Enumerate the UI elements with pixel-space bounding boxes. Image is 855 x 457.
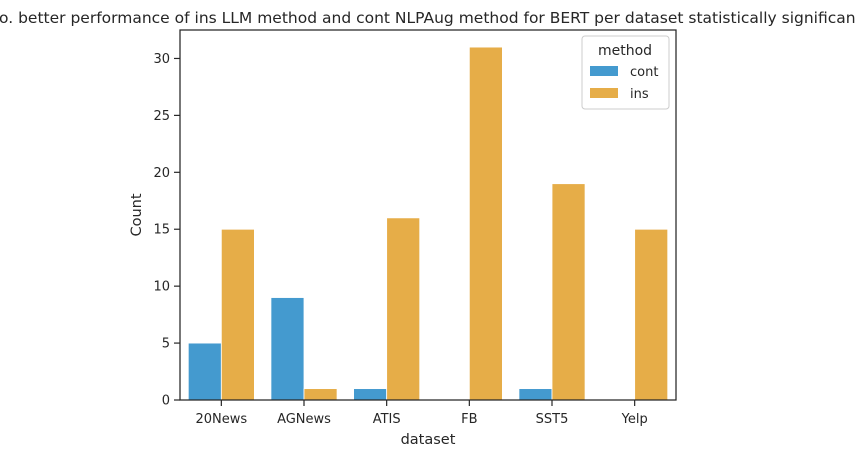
bar-ins-SST5	[551, 183, 586, 401]
y-tick-label: 10	[153, 280, 170, 295]
x-axis-label: dataset	[401, 432, 456, 448]
bar-cont-SST5	[518, 388, 553, 401]
y-tick-label: 20	[153, 166, 170, 181]
bar-ins-20News	[220, 228, 255, 401]
bar-ins-Yelp	[634, 228, 669, 401]
legend-title: method	[598, 43, 652, 59]
legend: method cont ins	[581, 35, 670, 110]
chart-title: No. better performance of ins LLM method…	[0, 9, 855, 27]
x-axis: 20News AGNews ATIS FB SST5 Yelp	[195, 400, 648, 427]
y-axis-label: Count	[129, 193, 145, 236]
legend-label-ins: ins	[630, 87, 649, 102]
x-tick-label: Yelp	[621, 412, 648, 427]
y-tick-label: 15	[153, 223, 170, 238]
y-tick-label: 25	[153, 109, 170, 124]
y-tick-label: 0	[162, 394, 170, 409]
legend-swatch-ins	[590, 88, 618, 98]
y-tick-label: 5	[162, 337, 170, 352]
bar-cont-AGNews	[270, 297, 305, 401]
legend-swatch-cont	[590, 66, 618, 76]
x-tick-label: ATIS	[373, 412, 401, 427]
y-tick-label: 30	[153, 52, 170, 67]
legend-label-cont: cont	[630, 65, 658, 80]
bars-group	[187, 46, 669, 401]
y-axis: 0 5 10 15 20 25 30	[153, 52, 180, 409]
bar-cont-ATIS	[353, 388, 388, 401]
x-tick-label: AGNews	[277, 412, 331, 427]
x-tick-label: FB	[461, 412, 477, 427]
x-tick-label: SST5	[536, 412, 569, 427]
bar-ins-ATIS	[386, 217, 421, 401]
plot-frame	[179, 29, 677, 401]
bar-cont-20News	[187, 342, 222, 401]
x-tick-label: 20News	[195, 412, 247, 427]
bar-ins-AGNews	[303, 388, 338, 401]
bar-ins-FB	[468, 46, 503, 401]
